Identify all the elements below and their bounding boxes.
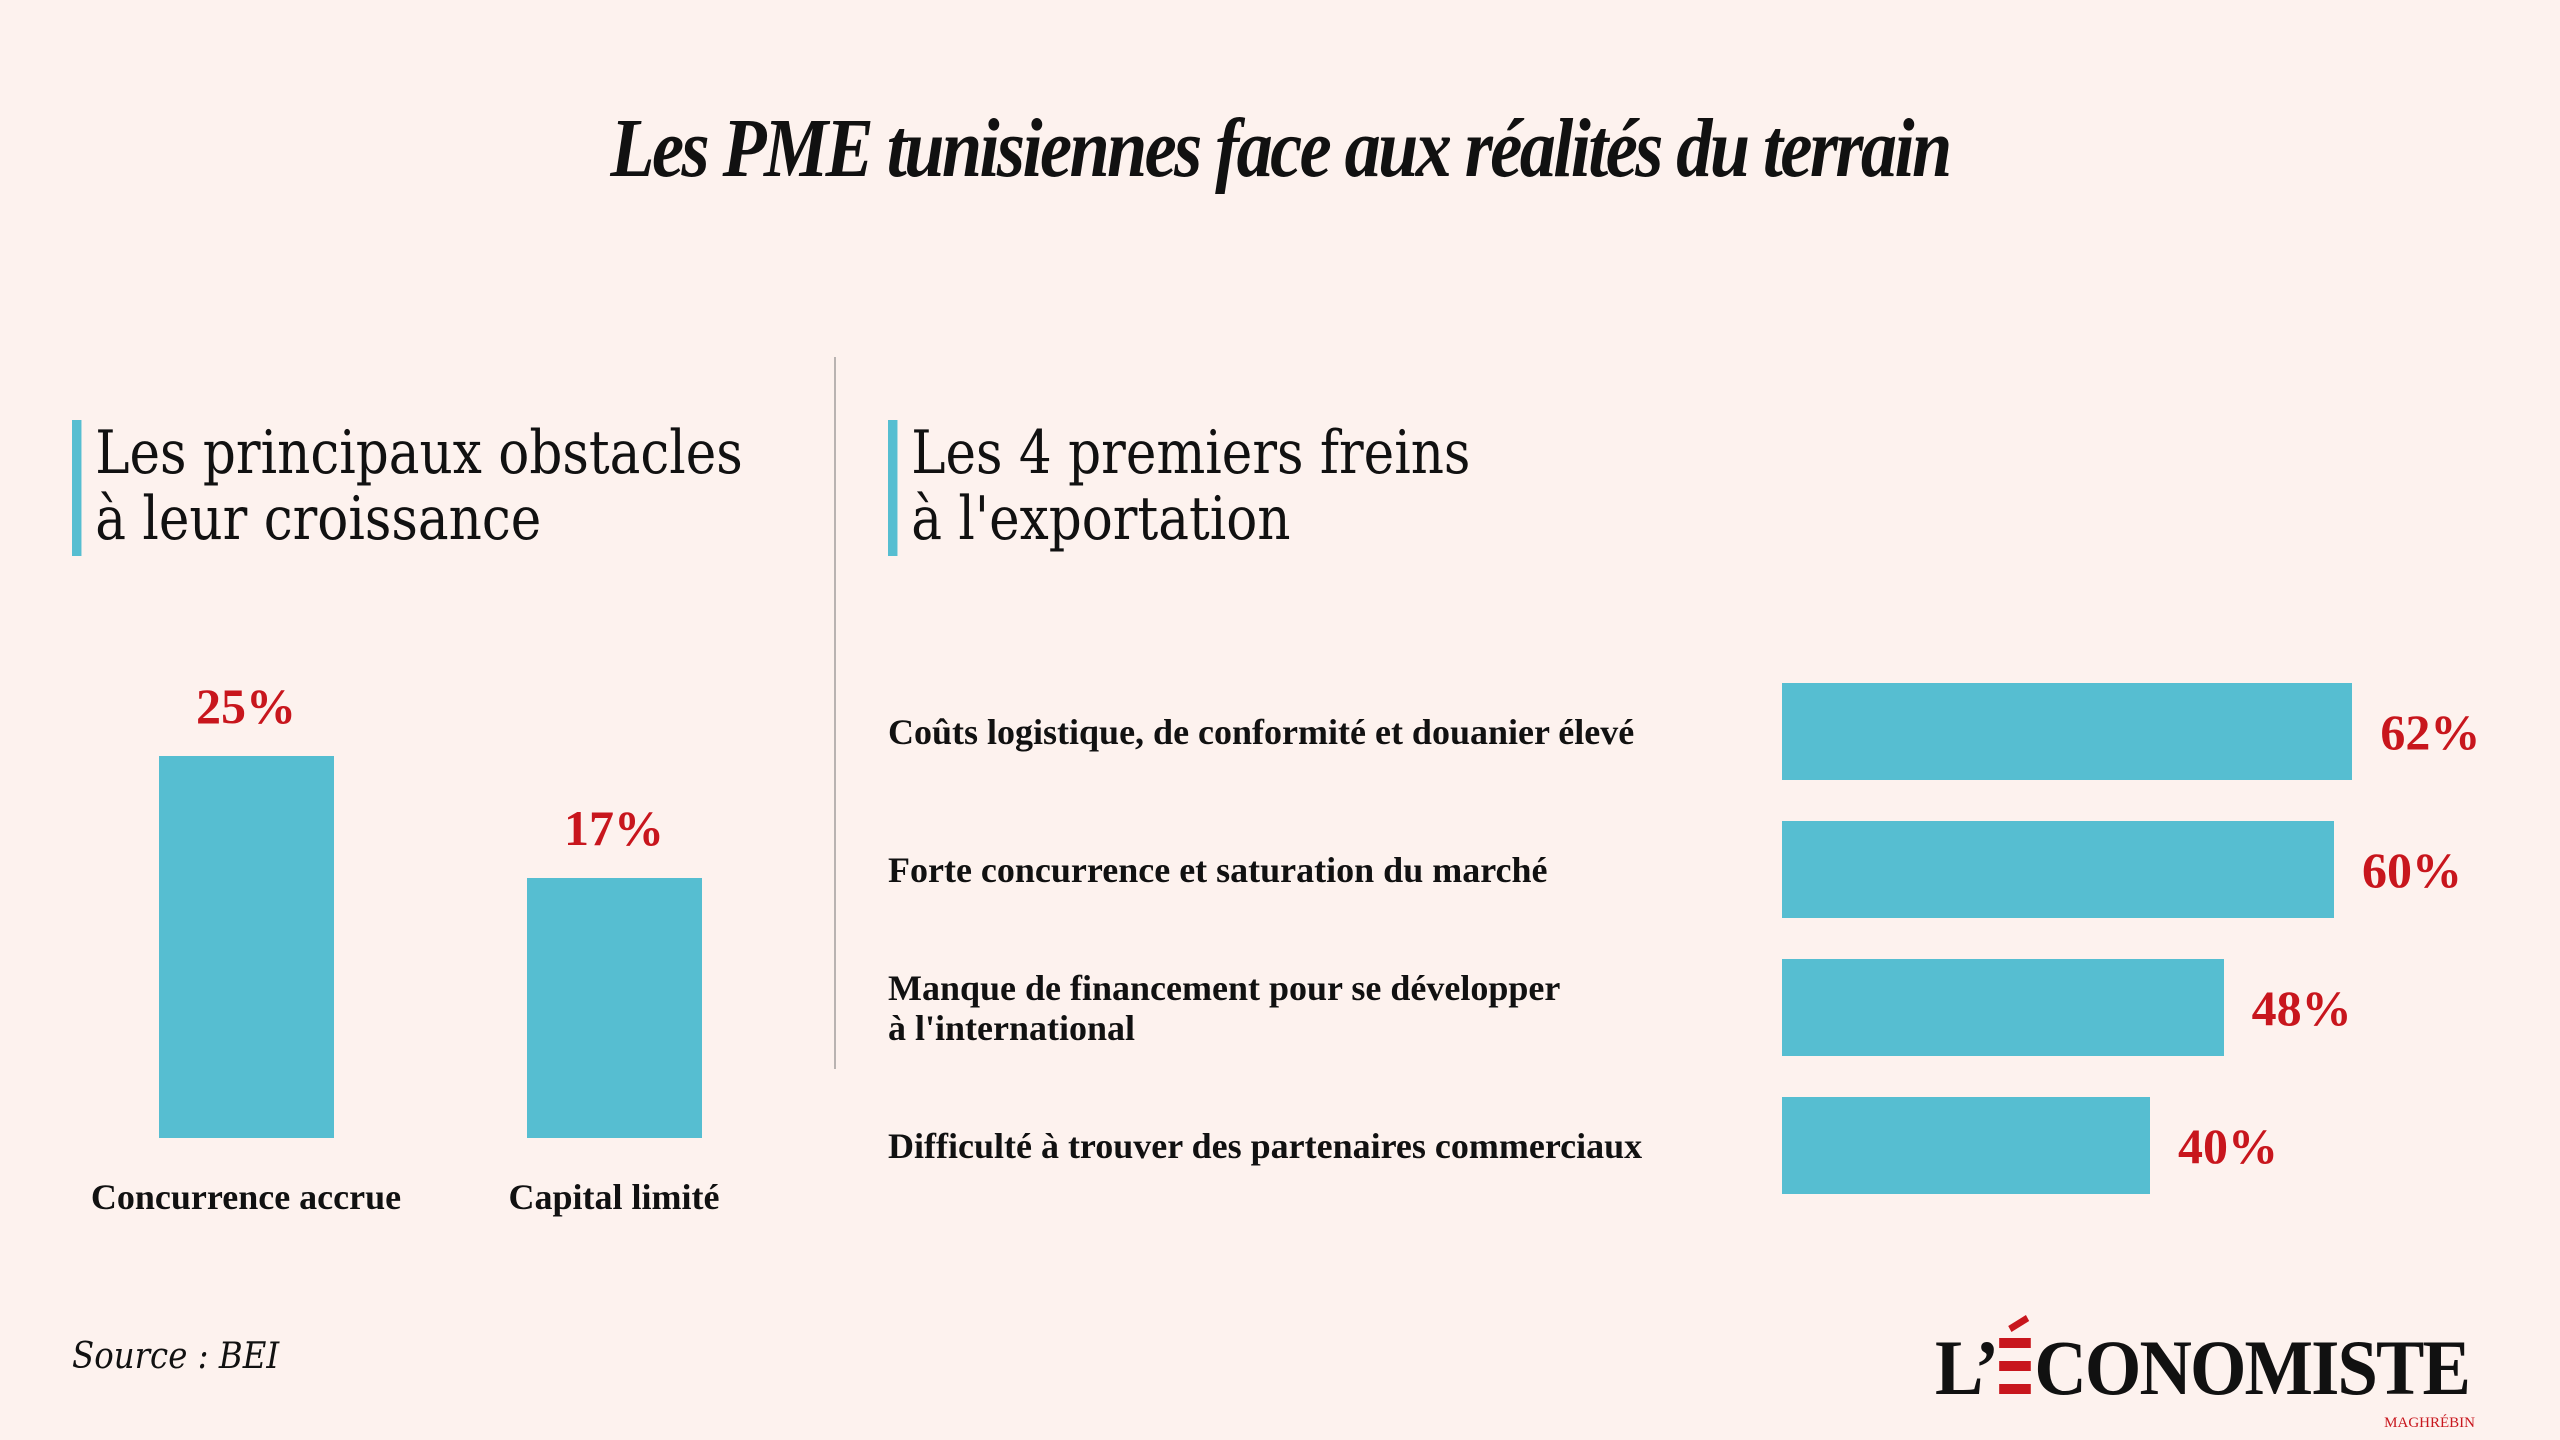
horizontal-bar-category-label: Coûts logistique, de conformité et douan… [888, 712, 1758, 752]
logo-main-text: CONOMISTE [2034, 1324, 2471, 1411]
horizontal-bar-value-label: 40% [2178, 1117, 2278, 1174]
left-heading-line-2: à leur croissance [95, 484, 542, 554]
right-section-heading: Les 4 premiers freins à l'exportation [888, 420, 1470, 556]
vertical-bar [526, 877, 702, 1138]
vertical-bar-category-label: Concurrence accrue [90, 1177, 402, 1217]
horizontal-bar [1782, 821, 2334, 918]
right-heading-line-2: à l'exportation [911, 484, 1291, 554]
vertical-bar-value-label: 25% [196, 677, 296, 734]
logo-prefix: L’ [1935, 1324, 1999, 1411]
vertical-bar [158, 755, 334, 1138]
logo-red-e-icon [1999, 1314, 2031, 1394]
horizontal-bar [1782, 959, 2224, 1056]
horizontal-bar-category-label: Difficulté à trouver des partenaires com… [888, 1126, 1758, 1166]
horizontal-bar-category-label: Manque de financement pour se développer… [888, 968, 1758, 1048]
category-label-line: Coûts logistique, de conformité et douan… [888, 711, 1635, 752]
leconomiste-logo: L’ CONOMISTE MAGHRÉBIN [1935, 1314, 2495, 1436]
horizontal-bar-value-label: 60% [2362, 841, 2462, 898]
right-heading-line-1: Les 4 premiers freins [911, 418, 1471, 488]
vertical-bar-value-label: 17% [564, 799, 664, 856]
logo-wordmark: L’ CONOMISTE [1935, 1314, 2471, 1408]
category-label-line: Manque de financement pour se développer [888, 967, 1561, 1008]
horizontal-bar-value-label: 48% [2251, 979, 2352, 1036]
category-label-line: Forte concurrence et saturation du march… [888, 849, 1548, 890]
category-label-line: Difficulté à trouver des partenaires com… [888, 1125, 1643, 1166]
horizontal-bar-value-label: 62% [2380, 703, 2481, 760]
category-label-line: à l'international [888, 1007, 1136, 1048]
horizontal-bar [1782, 1097, 2150, 1194]
section-divider [834, 357, 836, 1069]
horizontal-bar-category-label: Forte concurrence et saturation du march… [888, 850, 1758, 890]
left-heading-line-1: Les principaux obstacles [95, 418, 743, 488]
vertical-bar-category-label: Capital limité [508, 1177, 720, 1217]
left-section-heading: Les principaux obstacles à leur croissan… [72, 420, 743, 556]
horizontal-bar [1782, 683, 2353, 780]
source-note: Source : BEI [72, 1336, 280, 1377]
infographic-title: Les PME tunisiennes face aux réalités du… [610, 102, 1952, 195]
logo-subtitle: MAGHRÉBIN [2384, 1415, 2475, 1431]
